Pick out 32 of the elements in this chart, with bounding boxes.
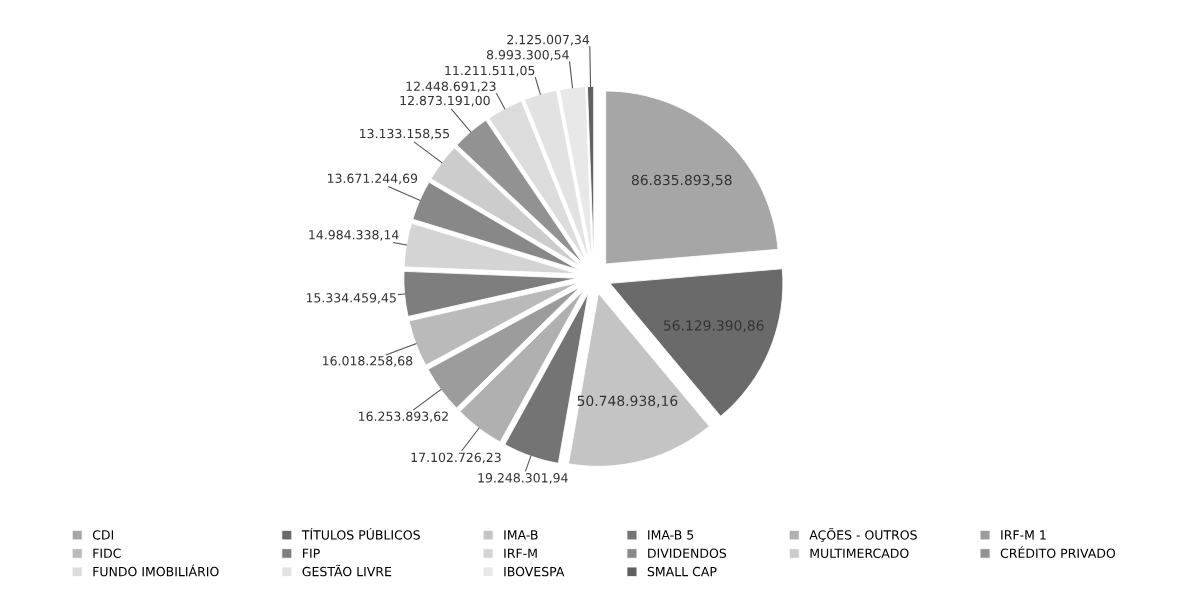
data-label: 56.129.390,86: [663, 320, 764, 333]
data-label: 19.248.301,94: [478, 473, 568, 484]
data-label: 16.018.258,68: [323, 356, 413, 367]
data-label: 12.873.191,00: [400, 95, 490, 107]
data-label: 12.448.691,23: [406, 81, 496, 93]
legend-label: GESTÃO LIVRE: [302, 564, 392, 577]
data-label: 15.334.459,45: [306, 293, 396, 304]
legend-label: IMA-B: [504, 530, 538, 540]
legend-label: FIP: [303, 548, 320, 558]
legend-label: IRF-M: [504, 548, 537, 558]
data-label: 2.125.007,34: [507, 34, 590, 46]
legend-label: DIVIDENDOS: [648, 548, 727, 558]
data-label: 16.253.893,62: [359, 411, 448, 423]
legend-label: IRF-M 1: [1001, 530, 1046, 540]
data-label: 11.211.511,05: [445, 65, 535, 77]
legend-label: CDI: [92, 530, 114, 540]
legend-label: SMALL CAP: [647, 566, 717, 577]
data-label: 17.102.726,23: [411, 452, 501, 464]
legend-label: AÇÕES - OUTROS: [809, 527, 917, 542]
data-label: 86.835.893,58: [631, 174, 732, 187]
legend-label: MULTIMERCADO: [810, 548, 909, 558]
legend-label: FUNDO IMOBILIÁRIO: [93, 564, 219, 577]
data-label: 13.133.158,55: [360, 128, 450, 140]
data-label: 8.993.300,54: [486, 50, 569, 61]
legend-label: IBOVESPA: [504, 566, 565, 577]
legend-label: CRÉDITO PRIVADO: [1000, 546, 1116, 558]
data-label: 14.984.338,14: [309, 230, 399, 241]
data-label: 13.671.244,69: [327, 173, 418, 185]
legend-label: FIDC: [93, 548, 121, 558]
legend-label: TÍTULOS PÚBLICOS: [301, 527, 420, 540]
legend-label: IMA-B 5: [648, 530, 694, 540]
data-label: 50.748.938,16: [577, 395, 678, 408]
